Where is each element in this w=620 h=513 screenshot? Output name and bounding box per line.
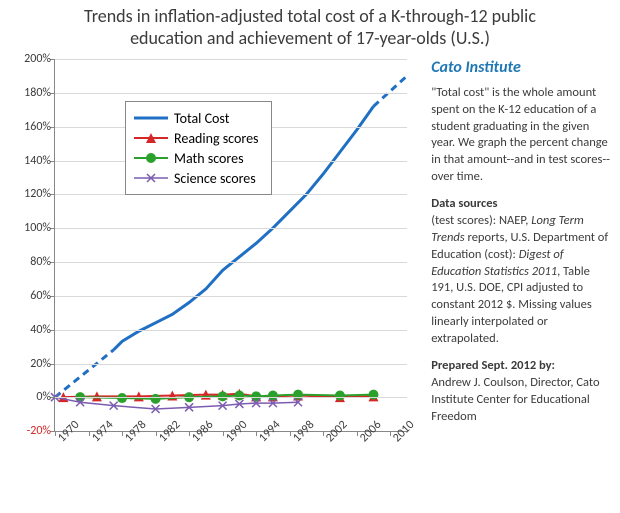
series-line [55,350,114,397]
ytick-label: 120% [24,187,55,201]
chart-title: Trends in inflation-adjusted total cost … [0,0,620,51]
gridline [55,397,407,398]
legend-swatch [134,171,168,185]
series-marker [151,394,161,404]
series-line [373,76,407,106]
ytick-label: 80% [30,255,55,269]
legend-swatch [134,151,168,165]
gridline [55,296,407,297]
chart-container: Trends in inflation-adjusted total cost … [0,0,620,513]
gridline [55,262,407,263]
gridline [55,330,407,331]
sidebar-desc: "Total cost" is the whole amount spent o… [431,85,610,186]
gridline [55,59,407,60]
series-marker [335,391,345,401]
ytick-label: 180% [24,86,55,100]
sidebar: Cato Institute "Total cost" is the whole… [423,51,614,486]
legend-row: Reading scores [134,128,259,148]
gridline [55,228,407,229]
series-marker [234,391,244,401]
ytick-label: 20% [30,357,55,371]
legend-label: Reading scores [174,130,259,147]
legend-swatch [134,111,168,125]
title-line-2: education and achievement of 17-year-old… [130,27,490,49]
title-line-1: Trends in inflation-adjusted total cost … [84,5,536,27]
ytick-label: 160% [24,120,55,134]
legend: Total Cost Reading scores Math scores Scien… [125,101,272,195]
ytick-label: 0% [36,390,55,404]
legend-swatch [134,131,168,145]
legend-row: Math scores [134,148,259,168]
sources-text-1: (test scores): NAEP, [431,213,531,228]
ytick-label: 140% [24,154,55,168]
byline-author: Andrew J. Coulson, Director, Cato Instit… [431,375,599,424]
plot-region: Total Cost Reading scores Math scores Scien… [54,59,407,432]
legend-row: Total Cost [134,108,259,128]
ytick-label: 200% [24,52,55,66]
sources-heading: Data sources [431,196,497,211]
sidebar-sources: Data sources (test scores): NAEP, Long T… [431,196,610,348]
legend-label: Math scores [174,150,244,167]
chart-area: Total Cost Reading scores Math scores Scien… [6,51,423,486]
ytick-label: 60% [30,289,55,303]
gridline [55,93,407,94]
sidebar-heading: Cato Institute [431,57,610,79]
sidebar-byline: Prepared Sept. 2012 by: Andrew J. Coulso… [431,358,610,426]
content-row: Total Cost Reading scores Math scores Scien… [0,51,620,486]
ytick-label: 100% [24,221,55,235]
gridline [55,364,407,365]
legend-label: Science scores [174,170,256,187]
ytick-label: 40% [30,323,55,337]
byline-label: Prepared Sept. 2012 by: [431,358,555,373]
legend-row: Science scores [134,168,259,188]
legend-label: Total Cost [174,110,229,127]
